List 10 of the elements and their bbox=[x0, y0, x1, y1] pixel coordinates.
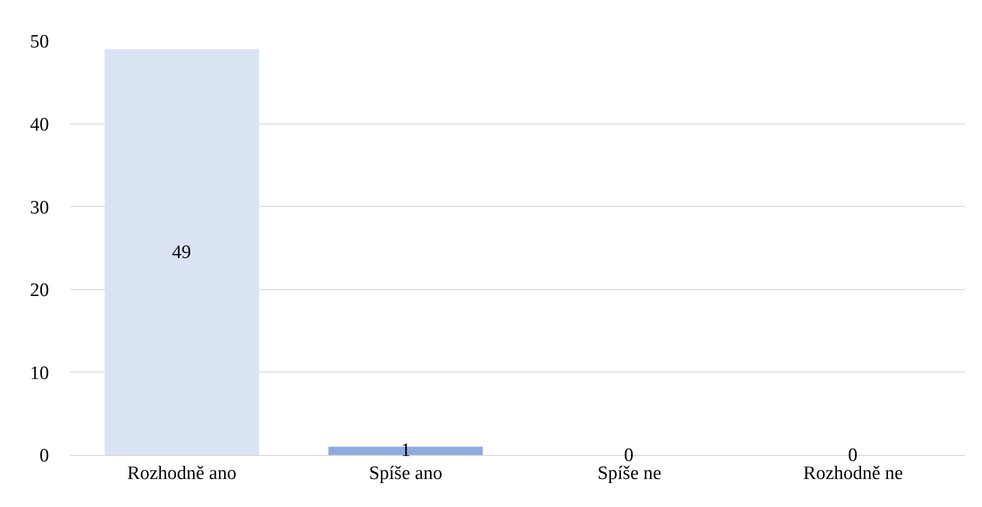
y-tick-label: 40 bbox=[30, 114, 49, 136]
data-label: 49 bbox=[172, 242, 191, 263]
y-tick-label: 10 bbox=[30, 362, 49, 384]
x-tick-label: Spíše ano bbox=[368, 462, 442, 484]
y-tick-label: 0 bbox=[40, 446, 49, 467]
data-label: 1 bbox=[401, 440, 410, 461]
y-tick-label: 20 bbox=[30, 280, 49, 302]
y-tick-label: 50 bbox=[30, 32, 49, 53]
y-tick-label: 30 bbox=[30, 197, 49, 218]
x-tick-label: Rozhodně ano bbox=[127, 462, 236, 484]
